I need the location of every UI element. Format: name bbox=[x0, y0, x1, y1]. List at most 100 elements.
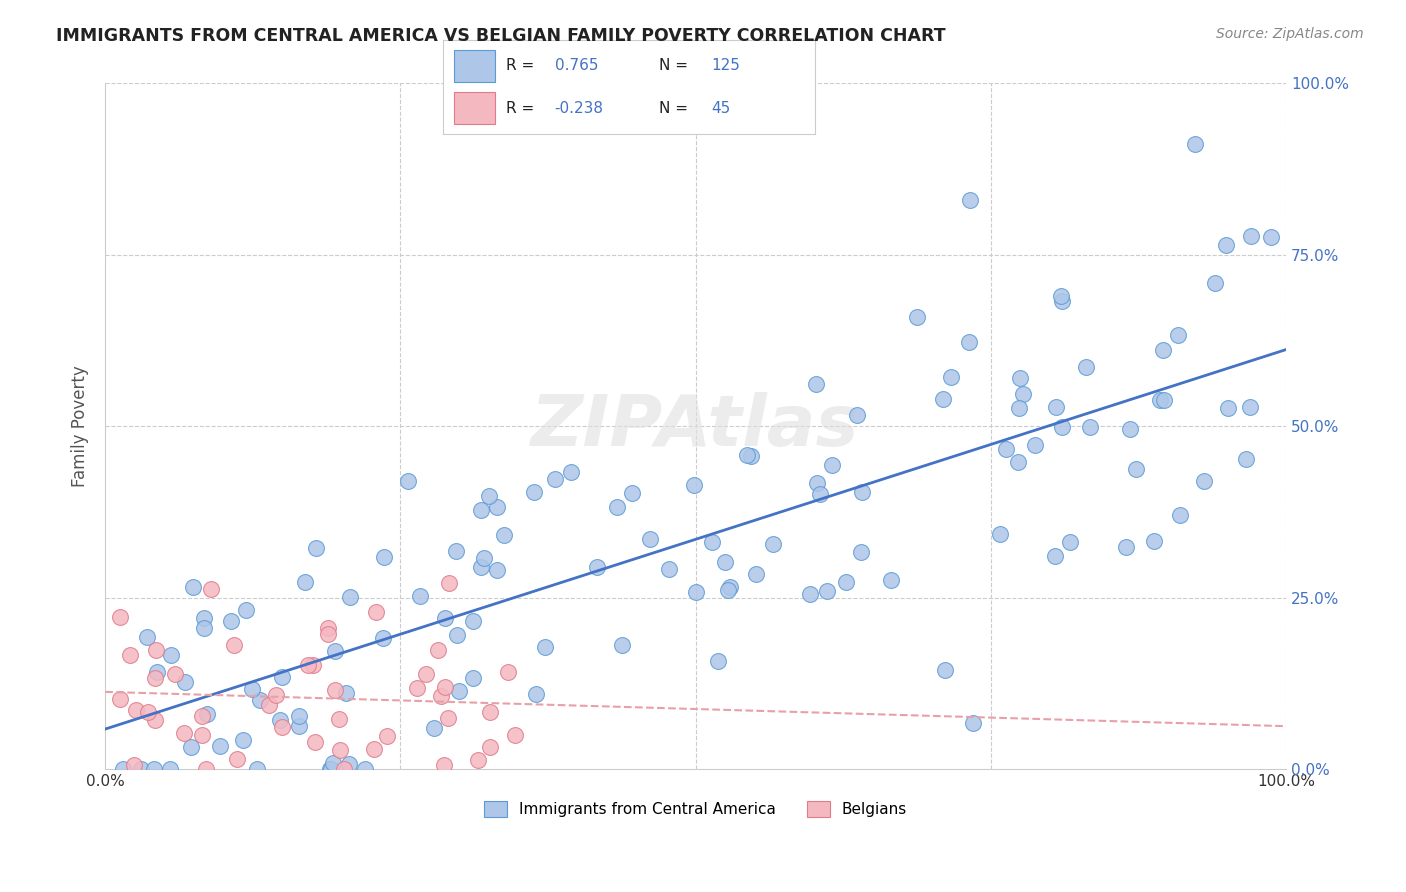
Point bbox=[957, 335, 980, 350]
Text: R =: R = bbox=[506, 101, 540, 116]
Point bbox=[329, 742, 352, 756]
Point bbox=[194, 762, 217, 776]
Point bbox=[415, 666, 437, 681]
Point bbox=[430, 690, 453, 704]
Point bbox=[145, 642, 167, 657]
Point bbox=[808, 487, 831, 501]
Point bbox=[193, 622, 215, 636]
Text: 45: 45 bbox=[711, 101, 730, 116]
Point bbox=[934, 664, 956, 678]
Point bbox=[364, 605, 387, 619]
Point bbox=[1008, 370, 1031, 384]
Point bbox=[373, 631, 395, 645]
Point bbox=[1043, 549, 1066, 563]
Text: N =: N = bbox=[659, 58, 693, 73]
Point bbox=[333, 762, 356, 776]
Point bbox=[318, 762, 340, 776]
Point bbox=[962, 715, 984, 730]
Point bbox=[304, 735, 326, 749]
Point bbox=[174, 675, 197, 690]
Point bbox=[846, 408, 869, 422]
Point bbox=[1115, 540, 1137, 554]
Point bbox=[1050, 420, 1073, 434]
Point bbox=[294, 575, 316, 590]
Point bbox=[257, 698, 280, 713]
Point bbox=[270, 670, 292, 684]
Point bbox=[606, 500, 628, 515]
Point bbox=[1118, 422, 1140, 436]
Point bbox=[880, 574, 903, 588]
Point bbox=[375, 729, 398, 743]
Point bbox=[434, 610, 457, 624]
Point bbox=[143, 713, 166, 727]
Point bbox=[1007, 454, 1029, 468]
Point bbox=[191, 708, 214, 723]
Point bbox=[437, 711, 460, 725]
Point bbox=[496, 665, 519, 680]
Text: N =: N = bbox=[659, 101, 693, 116]
Point bbox=[685, 585, 707, 599]
Point bbox=[720, 580, 742, 594]
Point bbox=[467, 753, 489, 767]
Point bbox=[118, 648, 141, 663]
Point bbox=[524, 687, 547, 701]
Text: Source: ZipAtlas.com: Source: ZipAtlas.com bbox=[1216, 27, 1364, 41]
Point bbox=[461, 614, 484, 628]
Point bbox=[1240, 228, 1263, 243]
Text: 0.765: 0.765 bbox=[554, 58, 598, 73]
Point bbox=[620, 486, 643, 500]
Text: IMMIGRANTS FROM CENTRAL AMERICA VS BELGIAN FAMILY POVERTY CORRELATION CHART: IMMIGRANTS FROM CENTRAL AMERICA VS BELGI… bbox=[56, 27, 946, 45]
Point bbox=[264, 688, 287, 702]
Point bbox=[232, 733, 254, 747]
Point bbox=[405, 681, 427, 695]
Point bbox=[191, 728, 214, 742]
Point bbox=[200, 582, 222, 596]
Point bbox=[224, 638, 246, 652]
Point bbox=[1007, 401, 1029, 415]
Point bbox=[328, 712, 350, 726]
Point bbox=[806, 475, 828, 490]
Point bbox=[195, 706, 218, 721]
Text: -0.238: -0.238 bbox=[554, 101, 603, 116]
Point bbox=[323, 683, 346, 698]
Point bbox=[135, 630, 157, 644]
Point bbox=[804, 377, 827, 392]
Point bbox=[209, 739, 232, 753]
Point bbox=[1024, 437, 1046, 451]
Point bbox=[423, 721, 446, 735]
Point bbox=[180, 740, 202, 755]
Point bbox=[396, 474, 419, 488]
Point bbox=[297, 657, 319, 672]
Text: R =: R = bbox=[506, 58, 540, 73]
Point bbox=[339, 590, 361, 604]
Point bbox=[1045, 400, 1067, 414]
Point bbox=[1012, 386, 1035, 401]
Point bbox=[323, 644, 346, 658]
Point bbox=[478, 489, 501, 503]
Point bbox=[1218, 401, 1240, 415]
Point bbox=[560, 465, 582, 479]
Point bbox=[242, 682, 264, 697]
Point bbox=[799, 587, 821, 601]
Point bbox=[143, 671, 166, 685]
Point bbox=[707, 654, 730, 668]
Point bbox=[737, 448, 759, 462]
Point bbox=[470, 560, 492, 574]
Point bbox=[1050, 293, 1073, 308]
Point bbox=[235, 603, 257, 617]
Point bbox=[1143, 534, 1166, 549]
Point bbox=[1260, 230, 1282, 244]
Point bbox=[432, 758, 454, 772]
Point bbox=[305, 541, 328, 555]
Point bbox=[815, 583, 838, 598]
Point bbox=[337, 757, 360, 772]
Point bbox=[995, 442, 1018, 457]
Point bbox=[939, 370, 962, 384]
Point bbox=[321, 762, 343, 776]
Point bbox=[1167, 328, 1189, 343]
Point bbox=[717, 582, 740, 597]
Point bbox=[834, 574, 856, 589]
Point bbox=[714, 556, 737, 570]
Legend: Immigrants from Central America, Belgians: Immigrants from Central America, Belgian… bbox=[478, 795, 912, 823]
Point bbox=[125, 703, 148, 717]
